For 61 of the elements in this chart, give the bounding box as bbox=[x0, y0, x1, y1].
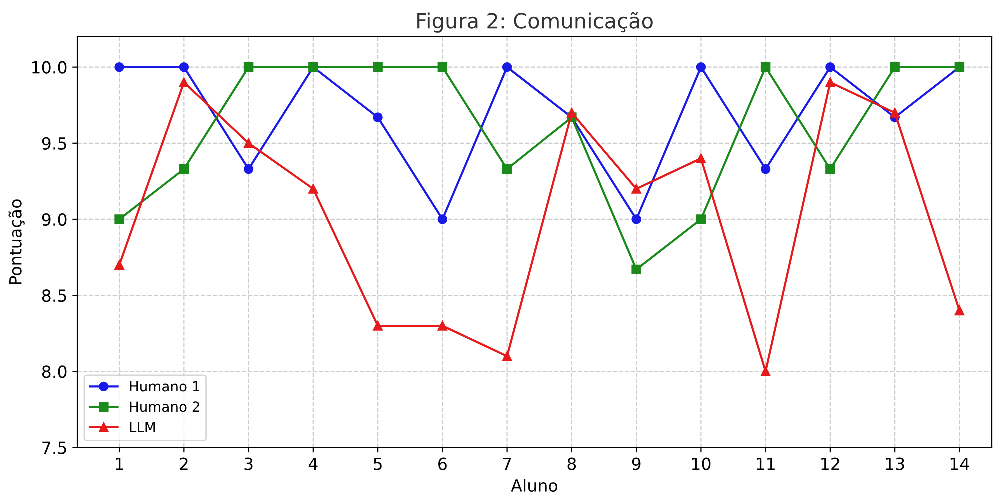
y-tick-label: 8.5 bbox=[42, 290, 66, 302]
point bbox=[373, 62, 383, 72]
point bbox=[826, 62, 836, 72]
point bbox=[696, 154, 706, 164]
point bbox=[244, 138, 254, 148]
legend-label: Humano 2 bbox=[130, 402, 200, 412]
point bbox=[244, 62, 254, 72]
y-tick-label: 9.5 bbox=[42, 137, 66, 150]
point bbox=[760, 366, 771, 377]
point bbox=[632, 264, 642, 275]
point bbox=[760, 62, 771, 72]
x-tick-label: 12 bbox=[822, 458, 840, 470]
point bbox=[114, 214, 124, 224]
x-tick-label: 2 bbox=[180, 458, 188, 470]
x-tick-label: 10 bbox=[692, 458, 711, 470]
x-tick-label: 6 bbox=[438, 458, 447, 470]
point bbox=[826, 78, 836, 88]
point bbox=[502, 352, 512, 362]
point bbox=[244, 164, 254, 174]
point bbox=[890, 62, 900, 72]
point bbox=[114, 62, 124, 72]
y-tick-label: 10.0 bbox=[32, 61, 67, 74]
point bbox=[179, 164, 190, 174]
point bbox=[438, 62, 448, 72]
point bbox=[632, 184, 642, 194]
x-axis-title: Aluno bbox=[511, 479, 558, 492]
point bbox=[438, 321, 448, 331]
point bbox=[502, 62, 512, 72]
x-tick-label: 9 bbox=[632, 458, 641, 470]
y-tick-label: 9.0 bbox=[42, 213, 67, 226]
point bbox=[308, 184, 318, 194]
chart-title: Figura 2: Comunicação bbox=[418, 12, 653, 33]
x-tick-label: 8 bbox=[568, 458, 576, 470]
point bbox=[373, 321, 383, 331]
y-tick-label: 7.5 bbox=[42, 442, 66, 454]
point bbox=[696, 62, 706, 72]
x-tick-label: 5 bbox=[374, 458, 382, 470]
point bbox=[760, 164, 771, 174]
point bbox=[567, 108, 577, 118]
point bbox=[954, 306, 965, 316]
x-tick-label: 14 bbox=[950, 458, 970, 470]
point bbox=[826, 164, 836, 174]
point bbox=[114, 260, 124, 270]
point bbox=[438, 214, 448, 224]
point bbox=[696, 214, 706, 224]
point bbox=[373, 112, 383, 122]
x-tick-label: 13 bbox=[886, 458, 904, 470]
y-axis-title: Pontuação bbox=[8, 200, 25, 284]
point bbox=[179, 62, 190, 72]
x-tick-label: 3 bbox=[244, 458, 253, 470]
point bbox=[890, 108, 900, 118]
x-tick-label: 7 bbox=[503, 458, 512, 470]
x-tick-label: 1 bbox=[116, 458, 124, 470]
point bbox=[502, 164, 512, 174]
x-tick-label: 4 bbox=[308, 458, 318, 470]
y-tick-label: 8.0 bbox=[42, 366, 67, 378]
legend-label: LLM bbox=[130, 422, 156, 432]
legend-label: Humano 1 bbox=[130, 381, 200, 392]
x-tick-label: 11 bbox=[757, 458, 775, 470]
point bbox=[179, 78, 190, 88]
point bbox=[632, 214, 642, 224]
